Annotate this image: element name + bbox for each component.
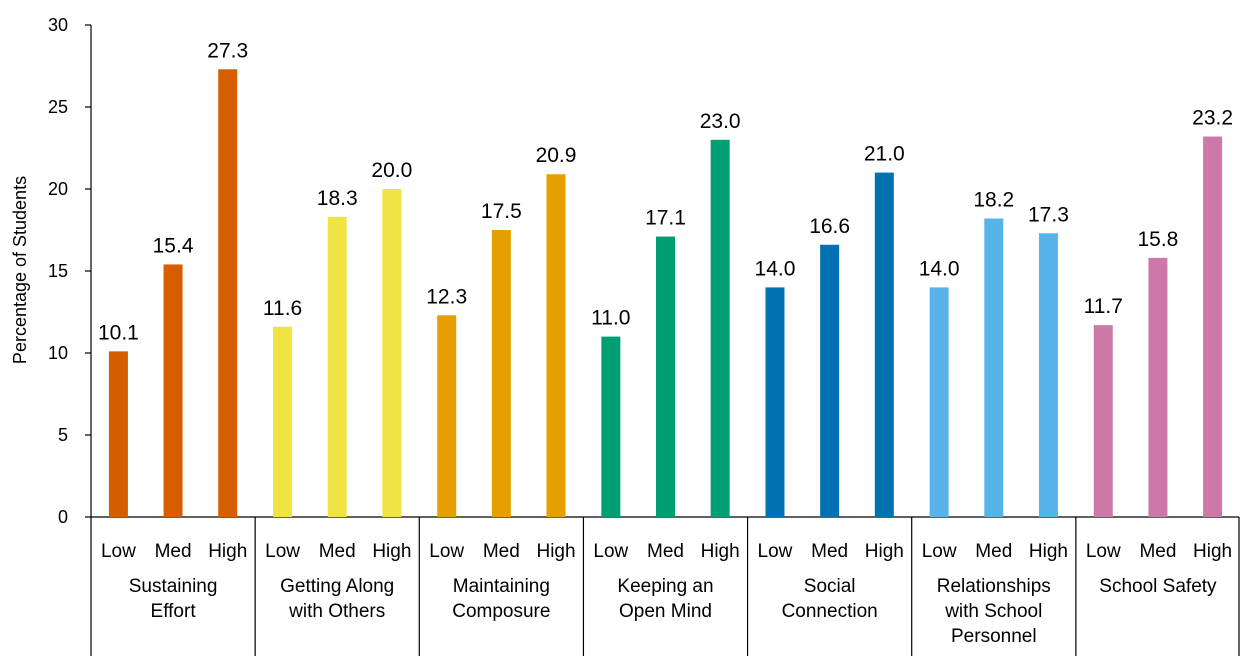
sublevel-label: Med (155, 541, 192, 562)
y-tick-label: 30 (48, 15, 68, 35)
value-label: 16.6 (809, 215, 850, 238)
sublevel-label: High (701, 541, 740, 562)
category-label: Effort (151, 601, 197, 622)
value-label: 15.8 (1137, 228, 1178, 251)
value-label: 10.1 (98, 321, 139, 344)
bar (108, 351, 128, 517)
value-label: 20.0 (371, 159, 412, 182)
sublevel-label: Low (101, 541, 136, 562)
bar (546, 174, 566, 518)
y-tick-label: 0 (58, 507, 68, 527)
value-label: 14.0 (755, 257, 796, 280)
sublevel-label: Med (319, 541, 356, 562)
bar (1148, 257, 1168, 517)
sublevel-label: Low (429, 541, 464, 562)
sublevel-label: High (372, 541, 411, 562)
category-label: Relationships (937, 576, 1051, 597)
sublevel-label: Med (975, 541, 1012, 562)
value-label: 14.0 (919, 257, 960, 280)
bar (1038, 233, 1058, 517)
value-label: 15.4 (153, 234, 194, 257)
value-label: 20.9 (536, 144, 577, 167)
value-label: 17.1 (645, 207, 686, 230)
y-tick-label: 15 (48, 261, 68, 281)
sublevel-label: Low (922, 541, 957, 562)
plot-area: 0 5 10 15 20 25 30 10.1 Low 15.4 Med 27.3 High Sustai… (48, 15, 1240, 656)
bar (163, 264, 183, 517)
value-label: 21.0 (864, 143, 905, 166)
bar (765, 287, 785, 517)
category-label: Social (804, 576, 856, 597)
sublevel-label: High (1193, 541, 1232, 562)
y-tick-label: 25 (48, 97, 68, 117)
bar (1093, 325, 1113, 517)
value-label: 17.5 (481, 200, 522, 223)
value-label: 17.3 (1028, 203, 1069, 226)
sublevel-label: Low (593, 541, 628, 562)
sublevel-label: Low (265, 541, 300, 562)
bar (929, 287, 949, 517)
category-label: Connection (782, 601, 878, 622)
bar (820, 244, 840, 517)
bar (491, 230, 511, 517)
bar (218, 69, 238, 517)
sublevel-label: Low (1086, 541, 1121, 562)
category-label: Sustaining (129, 576, 218, 597)
sublevel-label: Med (647, 541, 684, 562)
value-label: 11.6 (263, 297, 302, 320)
bar (656, 236, 675, 517)
category-label: Personnel (951, 626, 1037, 647)
y-tick-label: 5 (58, 425, 68, 445)
category-label: with School (944, 601, 1042, 622)
y-tick-label: 20 (48, 179, 68, 199)
category-label: with Others (288, 601, 385, 622)
category-label: School Safety (1099, 576, 1217, 597)
value-label: 18.3 (317, 187, 358, 210)
sublevel-label: Low (758, 541, 793, 562)
category-label: Getting Along (280, 576, 394, 597)
value-label: 12.3 (426, 285, 467, 308)
category-label: Keeping an (617, 576, 713, 597)
sublevel-label: High (865, 541, 904, 562)
category-label: Composure (452, 601, 550, 622)
bar (273, 326, 293, 517)
value-label: 11.7 (1084, 295, 1123, 318)
y-tick-label: 10 (48, 343, 68, 363)
value-label: 27.3 (207, 39, 248, 62)
bar (437, 315, 457, 517)
category-label: Open Mind (619, 601, 712, 622)
sublevel-label: High (536, 541, 575, 562)
bar (710, 139, 730, 518)
value-label: 23.2 (1192, 107, 1233, 130)
value-label: 11.0 (591, 307, 630, 330)
value-label: 23.0 (700, 110, 741, 133)
value-label: 18.2 (973, 189, 1014, 212)
sublevel-label: Med (811, 541, 848, 562)
sublevel-label: Med (483, 541, 520, 562)
sublevel-label: Med (1139, 541, 1176, 562)
bar (874, 172, 894, 517)
category-label: Maintaining (453, 576, 550, 597)
bar (382, 189, 402, 517)
sublevel-label: High (208, 541, 247, 562)
sublevel-label: High (1029, 541, 1068, 562)
bar (984, 218, 1004, 517)
bar (327, 216, 347, 517)
y-axis-label: Percentage of Students (10, 176, 30, 364)
bar (601, 336, 621, 517)
bar (1203, 136, 1223, 517)
